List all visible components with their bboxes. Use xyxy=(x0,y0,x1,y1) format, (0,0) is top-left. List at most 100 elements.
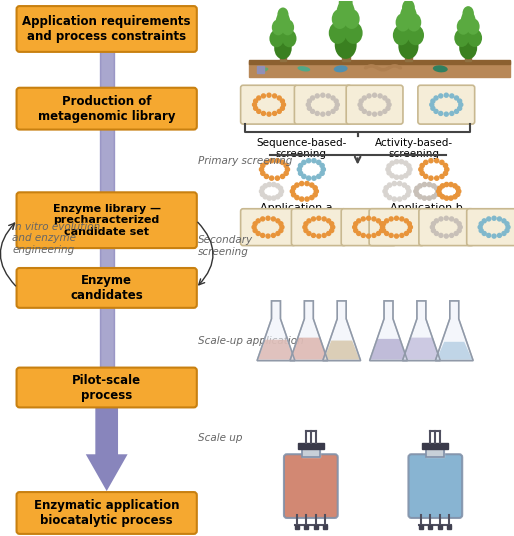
Circle shape xyxy=(456,189,461,193)
Circle shape xyxy=(431,222,435,226)
Circle shape xyxy=(444,234,448,238)
Circle shape xyxy=(498,233,502,237)
Circle shape xyxy=(445,167,449,172)
Circle shape xyxy=(372,233,376,237)
Polygon shape xyxy=(371,339,407,360)
Circle shape xyxy=(409,225,412,229)
Circle shape xyxy=(253,99,258,103)
Ellipse shape xyxy=(457,18,470,35)
Circle shape xyxy=(272,111,277,115)
Circle shape xyxy=(306,159,311,163)
Circle shape xyxy=(440,195,445,199)
Circle shape xyxy=(282,103,285,107)
Text: Pilot-scale
process: Pilot-scale process xyxy=(72,374,141,401)
Circle shape xyxy=(420,171,424,175)
Ellipse shape xyxy=(337,0,355,22)
Circle shape xyxy=(307,219,311,223)
Text: Secondary
screening: Secondary screening xyxy=(198,235,253,257)
Circle shape xyxy=(454,109,458,114)
Circle shape xyxy=(366,234,371,238)
Circle shape xyxy=(450,111,454,115)
Circle shape xyxy=(453,195,457,199)
Text: In vitro evolution
and enzyme
engineering: In vitro evolution and enzyme engineerin… xyxy=(12,221,100,255)
Circle shape xyxy=(399,175,403,179)
Circle shape xyxy=(269,176,273,180)
Circle shape xyxy=(408,167,412,172)
FancyBboxPatch shape xyxy=(241,209,296,245)
Circle shape xyxy=(327,232,331,235)
Circle shape xyxy=(386,106,390,110)
Text: Application a: Application a xyxy=(260,203,333,213)
Ellipse shape xyxy=(274,37,292,59)
Circle shape xyxy=(380,225,384,229)
Circle shape xyxy=(306,103,310,107)
Circle shape xyxy=(302,160,306,165)
Circle shape xyxy=(457,228,461,233)
Circle shape xyxy=(313,192,317,197)
Circle shape xyxy=(392,182,396,185)
Polygon shape xyxy=(86,405,127,491)
Circle shape xyxy=(307,232,311,235)
Circle shape xyxy=(300,182,304,185)
Ellipse shape xyxy=(459,36,477,59)
Ellipse shape xyxy=(282,30,297,47)
Circle shape xyxy=(423,182,427,187)
Circle shape xyxy=(264,174,268,178)
Bar xyxy=(428,525,432,529)
Circle shape xyxy=(455,192,460,196)
Circle shape xyxy=(439,111,443,115)
Circle shape xyxy=(305,197,309,201)
Circle shape xyxy=(449,182,453,187)
Ellipse shape xyxy=(334,65,347,72)
Circle shape xyxy=(492,234,496,238)
Circle shape xyxy=(407,189,411,193)
Circle shape xyxy=(281,160,285,165)
Circle shape xyxy=(383,189,387,193)
Circle shape xyxy=(266,216,270,220)
Circle shape xyxy=(252,103,256,107)
Ellipse shape xyxy=(433,65,448,72)
Circle shape xyxy=(284,163,288,168)
Circle shape xyxy=(498,217,502,221)
Circle shape xyxy=(291,192,296,197)
Circle shape xyxy=(435,159,439,163)
Ellipse shape xyxy=(463,6,474,21)
Circle shape xyxy=(438,192,442,196)
FancyBboxPatch shape xyxy=(241,85,298,124)
Circle shape xyxy=(279,228,283,233)
FancyBboxPatch shape xyxy=(346,85,403,124)
Ellipse shape xyxy=(402,0,415,16)
Circle shape xyxy=(440,160,444,165)
Circle shape xyxy=(257,109,261,114)
Circle shape xyxy=(458,225,462,229)
Circle shape xyxy=(390,174,394,178)
Text: Sequence-based-
screening: Sequence-based- screening xyxy=(256,138,346,159)
Ellipse shape xyxy=(278,8,288,22)
Circle shape xyxy=(304,222,308,226)
Circle shape xyxy=(479,222,483,226)
Circle shape xyxy=(439,94,443,98)
Bar xyxy=(280,48,286,61)
Circle shape xyxy=(252,225,256,229)
Polygon shape xyxy=(323,301,361,361)
Circle shape xyxy=(450,94,454,98)
Circle shape xyxy=(388,196,392,199)
Circle shape xyxy=(357,232,361,235)
Circle shape xyxy=(427,182,431,187)
Circle shape xyxy=(264,160,268,165)
Polygon shape xyxy=(257,301,295,361)
Circle shape xyxy=(432,195,436,199)
Circle shape xyxy=(261,217,265,221)
Circle shape xyxy=(407,171,411,175)
Circle shape xyxy=(386,99,390,103)
Polygon shape xyxy=(436,342,472,360)
Circle shape xyxy=(487,217,491,221)
Bar xyxy=(426,447,444,457)
Ellipse shape xyxy=(276,12,290,30)
Circle shape xyxy=(372,217,376,221)
Circle shape xyxy=(457,106,462,110)
Circle shape xyxy=(276,159,280,163)
Circle shape xyxy=(326,94,331,98)
Text: Production of
metagenomic library: Production of metagenomic library xyxy=(38,95,175,123)
Ellipse shape xyxy=(467,29,482,47)
